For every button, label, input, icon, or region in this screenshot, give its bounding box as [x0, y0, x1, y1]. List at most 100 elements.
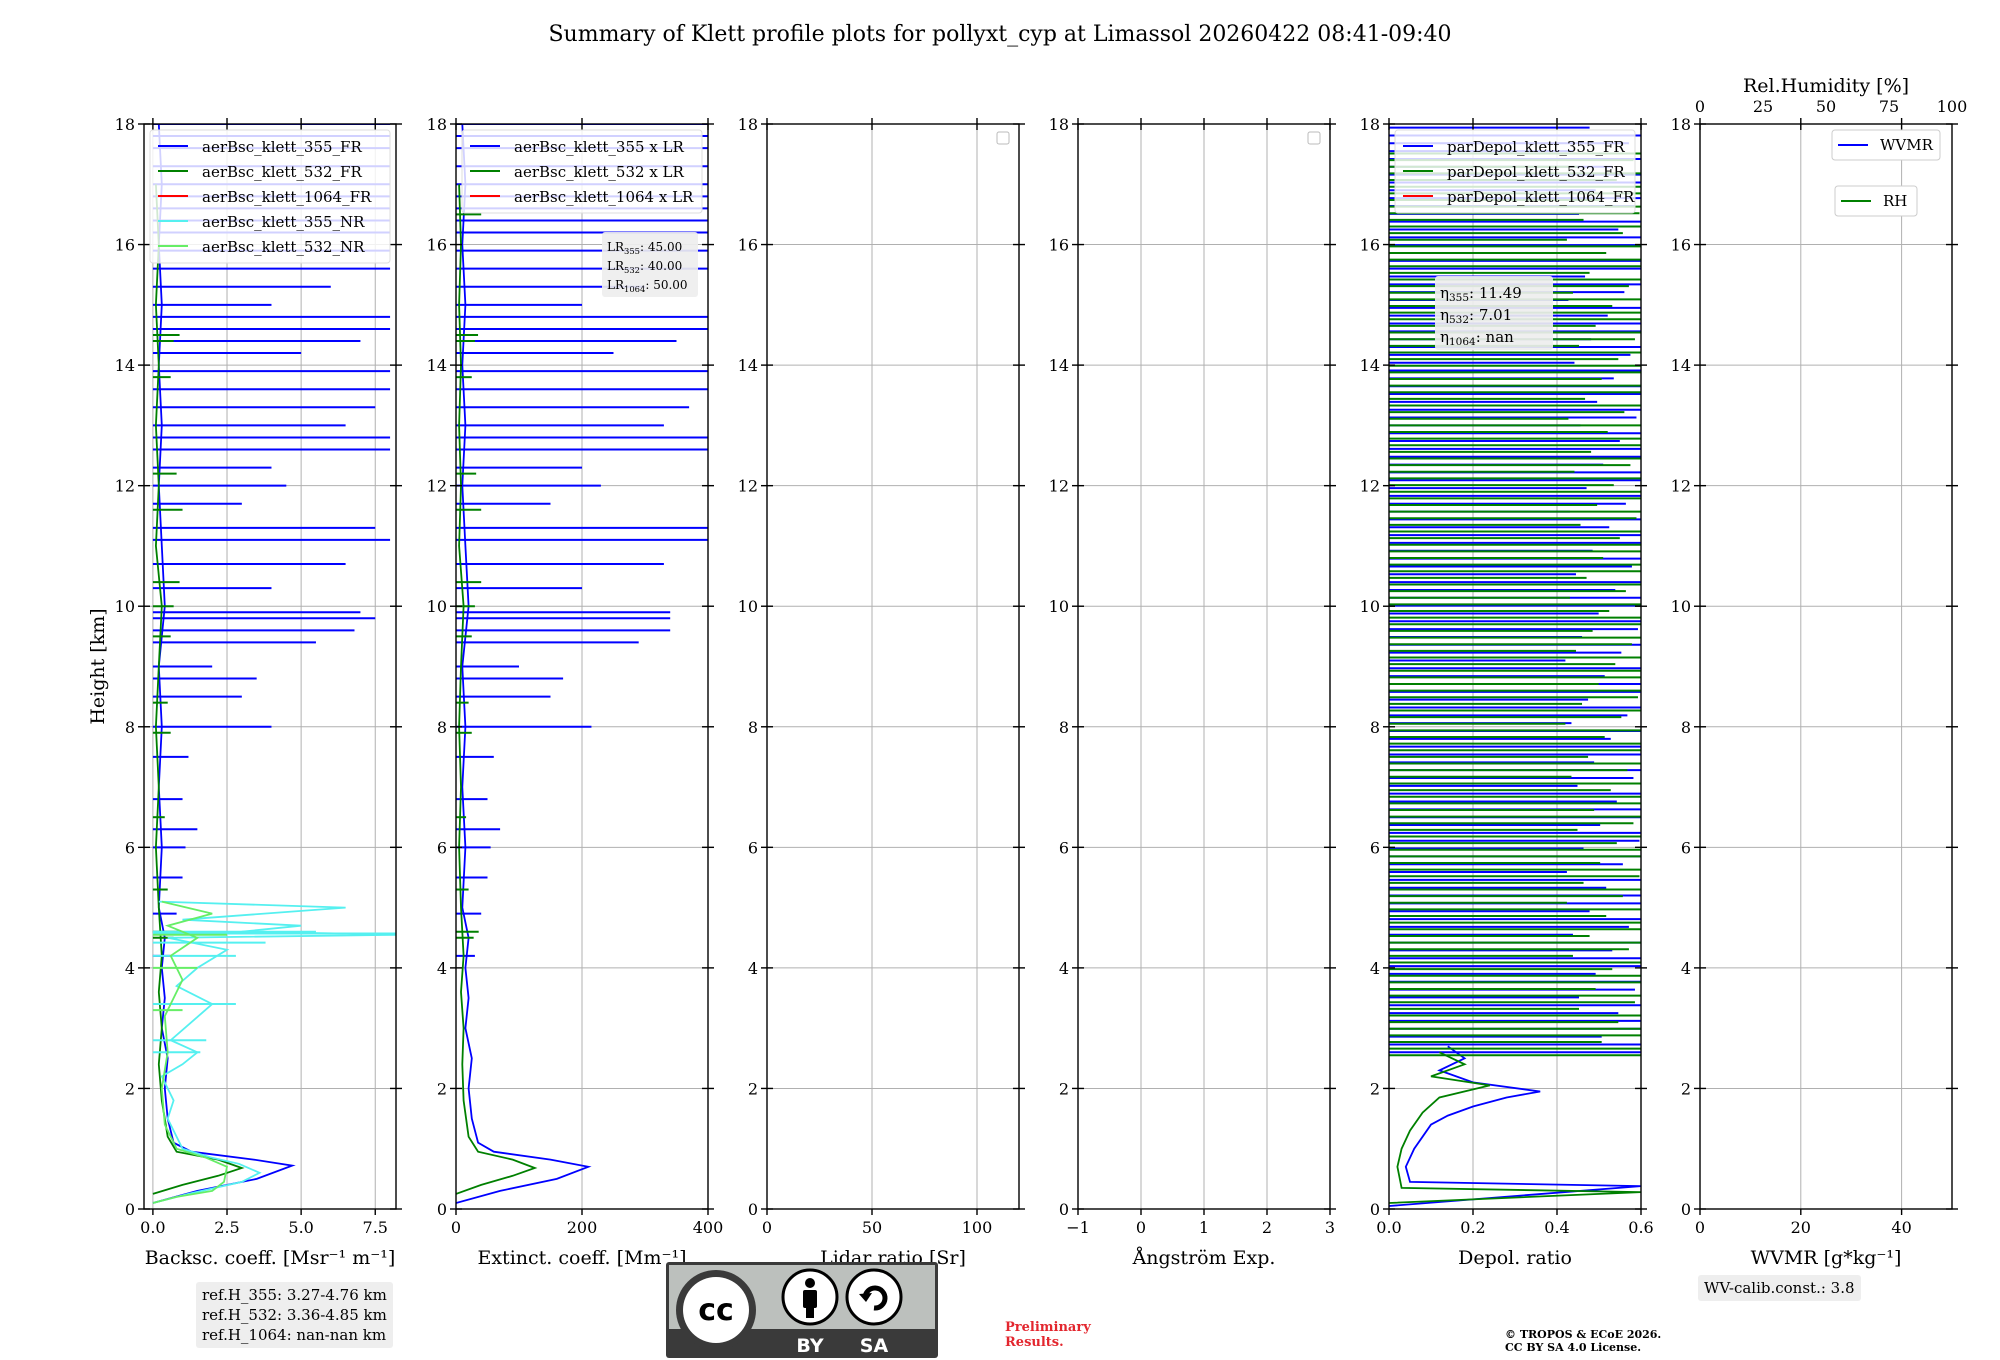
- legend-entry: aerBsc_klett_1064 x LR: [514, 188, 694, 206]
- y-axis-label: Height [km]: [87, 608, 109, 724]
- y-tick-label: 4: [437, 959, 447, 978]
- series-line-aerBsc_klett_532 x LR: [456, 184, 538, 1195]
- x-tick-label: 0.4: [1544, 1218, 1569, 1237]
- y-tick-label: 12: [1360, 477, 1380, 496]
- y-tick-label: 14: [1671, 356, 1691, 375]
- y-tick-label: 14: [1360, 356, 1380, 375]
- y-tick-label: 16: [1671, 236, 1691, 255]
- x-tick-label: 400: [693, 1218, 724, 1237]
- x-tick-label: 1: [1199, 1218, 1209, 1237]
- y-tick-label: 8: [125, 718, 135, 737]
- y-tick-label: 10: [1671, 597, 1691, 616]
- y-tick-label: 6: [748, 838, 758, 857]
- y-tick-label: 8: [748, 718, 758, 737]
- panel-backscatter: 0 2 4 6 8 10 12 14 16 18 0.0 2.5 5.0 7.5 Backsc. coeff…: [115, 115, 402, 1269]
- y-tick-label: 0: [125, 1200, 135, 1219]
- y-tick-label: 10: [1360, 597, 1380, 616]
- x-tick-label: 2: [1262, 1218, 1272, 1237]
- cc-by-sa-badge: cc BY SA: [666, 1262, 938, 1358]
- cc-sa-label: SA: [860, 1335, 889, 1357]
- y-tick-label: 10: [115, 597, 135, 616]
- y-tick-label: 2: [125, 1079, 135, 1098]
- y-tick-label: 2: [437, 1079, 447, 1098]
- top-tick-label: 0: [1695, 97, 1705, 116]
- legend-entry: RH: [1883, 192, 1907, 210]
- x-tick-label: 5.0: [288, 1218, 313, 1237]
- preliminary-results-note: Preliminary Results.: [1005, 1320, 1091, 1350]
- preliminary-line-1: Preliminary: [1005, 1320, 1091, 1335]
- series-line-aerBsc_klett_355 x LR: [456, 124, 592, 1204]
- preliminary-line-2: Results.: [1005, 1335, 1064, 1350]
- ref-height-355: ref.H_355: 3.27-4.76 km: [202, 1286, 387, 1304]
- y-tick-label: 8: [1059, 718, 1069, 737]
- y-tick-label: 12: [427, 477, 447, 496]
- top-tick-label: 100: [1937, 97, 1968, 116]
- y-tick-label: 18: [1671, 115, 1691, 134]
- y-tick-label: 18: [115, 115, 135, 134]
- annotation-line: η532: 7.01: [1440, 306, 1512, 326]
- y-tick-label: 8: [1370, 718, 1380, 737]
- y-tick-label: 0: [1681, 1200, 1691, 1219]
- copyright-note: © TROPOS & ECoE 2026. CC BY SA 4.0 Licen…: [1505, 1328, 1661, 1354]
- y-tick-label: 4: [748, 959, 758, 978]
- annotation-box: [1435, 276, 1553, 350]
- x-tick-label: 0: [1695, 1218, 1705, 1237]
- y-tick-label: 4: [1681, 959, 1691, 978]
- y-tick-label: 10: [1049, 597, 1069, 616]
- legend-entry: aerBsc_klett_532_NR: [202, 238, 365, 256]
- top-tick-label: 75: [1879, 97, 1899, 116]
- y-tick-label: 16: [427, 236, 447, 255]
- y-tick-label: 4: [125, 959, 135, 978]
- y-tick-label: 14: [427, 356, 447, 375]
- y-tick-label: 16: [1049, 236, 1069, 255]
- ref-height-1064: ref.H_1064: nan-nan km: [202, 1326, 387, 1344]
- y-tick-label: 10: [427, 597, 447, 616]
- x-tick-label: 2.5: [214, 1218, 239, 1237]
- y-tick-label: 12: [1671, 477, 1691, 496]
- y-tick-label: 14: [1049, 356, 1069, 375]
- legend-entry: aerBsc_klett_355 x LR: [514, 138, 685, 156]
- x-tick-label: 200: [567, 1218, 598, 1237]
- y-tick-label: 0: [437, 1200, 447, 1219]
- x-tick-label: 40: [1891, 1218, 1911, 1237]
- annotation-line: η1064: nan: [1440, 328, 1514, 348]
- cc-logo-text: cc: [698, 1293, 734, 1328]
- axes-frame: [143, 123, 397, 1210]
- cc-by-label: BY: [796, 1335, 823, 1357]
- axes-frame: [766, 123, 1020, 1210]
- y-tick-label: 2: [1370, 1079, 1380, 1098]
- series-line-parDepol_klett_532_FR: [1389, 1051, 1641, 1204]
- y-tick-label: 4: [1370, 959, 1380, 978]
- legend-entry: aerBsc_klett_1064_FR: [202, 188, 372, 206]
- y-tick-label: 2: [1059, 1079, 1069, 1098]
- figure-title: Summary of Klett profile plots for polly…: [548, 22, 1452, 47]
- legend-entry: parDepol_klett_355_FR: [1447, 138, 1625, 156]
- y-tick-label: 18: [738, 115, 758, 134]
- annotation-line: η355: 11.49: [1440, 284, 1522, 304]
- y-tick-label: 4: [1059, 959, 1069, 978]
- annotation-line: LR532: 40.00: [607, 259, 682, 275]
- x-tick-label: 100: [962, 1218, 993, 1237]
- top-tick-label: 25: [1753, 97, 1773, 116]
- legend-box: [1831, 129, 1941, 161]
- ref-height-532: ref.H_532: 3.36-4.85 km: [202, 1306, 387, 1324]
- y-tick-label: 12: [115, 477, 135, 496]
- y-tick-label: 16: [115, 236, 135, 255]
- x-tick-label: 0.6: [1628, 1218, 1653, 1237]
- empty-legend-box: [1307, 131, 1321, 145]
- y-tick-label: 14: [738, 356, 758, 375]
- y-tick-label: 6: [125, 838, 135, 857]
- y-tick-label: 0: [1059, 1200, 1069, 1219]
- reference-heights-box: ref.H_355: 3.27-4.76 km ref.H_532: 3.36-…: [196, 1282, 393, 1348]
- y-tick-label: 14: [115, 356, 135, 375]
- legend-box: [1834, 185, 1918, 217]
- x-tick-label: 20: [1791, 1218, 1811, 1237]
- x-tick-label: 0: [451, 1218, 461, 1237]
- y-tick-label: 6: [1059, 838, 1069, 857]
- annotation-box: [602, 232, 698, 297]
- legend-box: [149, 129, 391, 264]
- y-tick-label: 6: [1681, 838, 1691, 857]
